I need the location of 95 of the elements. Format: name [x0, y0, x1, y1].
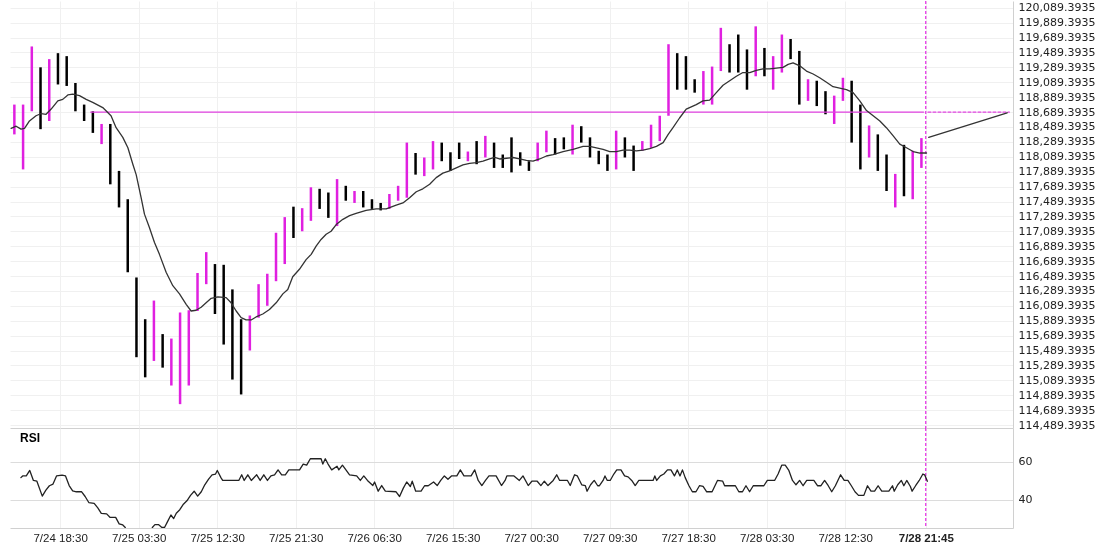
y-tick-label: 119,089.3935: [1018, 75, 1096, 89]
bar: [74, 82, 77, 112]
y-tick-label: 114,489.3935: [1018, 418, 1096, 432]
bar: [545, 130, 548, 153]
x-tick-label: 7/28 12:30: [818, 531, 873, 544]
y-tick-label: 119,289.3935: [1018, 60, 1096, 74]
x-tick-label: 7/24 18:30: [33, 531, 88, 544]
bar: [109, 123, 112, 185]
y-tick-label: 117,689.3935: [1018, 180, 1096, 194]
y-tick-label: 118,889.3935: [1018, 90, 1096, 104]
bar: [440, 142, 443, 162]
bar: [283, 217, 286, 265]
bar: [571, 124, 574, 155]
bar: [754, 26, 757, 77]
y-tick-label: 117,089.3935: [1018, 224, 1096, 238]
bar: [536, 142, 539, 162]
bar: [824, 91, 827, 115]
y-tick-label: 115,889.3935: [1018, 314, 1096, 328]
bar: [885, 154, 888, 192]
y-tick-label: 118,689.3935: [1018, 105, 1096, 119]
bar: [222, 264, 225, 345]
x-tick-label: 7/27 09:30: [582, 531, 638, 544]
bar: [484, 135, 487, 158]
y-tick-label: 115,489.3935: [1018, 344, 1096, 358]
x-tick-label: 7/25 03:30: [111, 531, 167, 544]
bar: [170, 338, 173, 386]
y-tick-label: 118,289.3935: [1018, 135, 1096, 149]
bar: [632, 145, 635, 171]
bar: [606, 154, 609, 171]
y-tick-label: 117,289.3935: [1018, 209, 1096, 223]
bar: [728, 44, 731, 73]
y-tick-label: 60: [1018, 455, 1033, 469]
bar: [39, 67, 42, 130]
bar: [353, 191, 356, 203]
y-tick-label: 116,889.3935: [1018, 239, 1096, 253]
y-tick-label: 120,089.3935: [1018, 1, 1096, 15]
bar: [161, 334, 164, 368]
bar: [475, 141, 478, 165]
bar: [126, 199, 129, 273]
x-tick-label: 7/25 21:30: [268, 531, 324, 544]
y-tick-label: 119,889.3935: [1018, 16, 1096, 30]
bar: [449, 152, 452, 171]
bar: [789, 39, 792, 60]
bar: [414, 153, 417, 175]
bar: [257, 284, 260, 318]
bar: [510, 137, 513, 173]
bar: [100, 123, 103, 145]
bar: [597, 150, 600, 165]
y-tick-label: 40: [1018, 493, 1033, 507]
y-tick-label: 114,689.3935: [1018, 403, 1096, 417]
y-tick-label: 118,489.3935: [1018, 120, 1096, 134]
y-tick-label: 116,489.3935: [1018, 269, 1096, 283]
bar: [850, 80, 853, 143]
x-tick-label: 7/25 12:30: [190, 531, 245, 544]
bar: [763, 47, 766, 77]
x-tick-label: 7/28 21:45: [898, 531, 955, 544]
bar: [266, 273, 269, 306]
bar: [667, 44, 670, 116]
bar: [327, 192, 330, 218]
x-tick-label: 7/28 03:30: [739, 531, 795, 544]
y-tick-label: 119,489.3935: [1018, 45, 1096, 59]
bar: [894, 173, 897, 208]
y-tick-label: 117,489.3935: [1018, 195, 1096, 208]
bar: [231, 289, 234, 380]
chart-title: RSI: [20, 431, 41, 445]
bar: [292, 206, 295, 238]
y-tick-label: 115,289.3935: [1018, 358, 1096, 372]
bar: [13, 104, 16, 135]
x-tick-label: 7/27 00:30: [504, 531, 559, 544]
bar: [693, 79, 696, 93]
y-tick-label: 118,089.3935: [1018, 150, 1096, 164]
bar: [388, 194, 391, 209]
bar: [196, 273, 199, 311]
y-tick-label: 115,089.3935: [1018, 373, 1096, 387]
y-tick-label: 119,689.3935: [1018, 31, 1096, 45]
y-tick-label: 114,889.3935: [1018, 388, 1096, 402]
bar: [135, 277, 138, 358]
bar: [580, 126, 583, 143]
bar: [920, 138, 923, 168]
y-tick-label: 116,289.3935: [1018, 284, 1096, 298]
bar: [859, 104, 862, 170]
bar: [911, 150, 914, 200]
x-tick-label: 7/27 18:30: [661, 531, 716, 544]
y-tick-label: 116,689.3935: [1018, 254, 1096, 268]
y-tick-label: 115,689.3935: [1018, 329, 1096, 343]
bar: [423, 157, 426, 177]
bar: [798, 50, 801, 105]
bar: [65, 56, 68, 86]
bar: [318, 188, 321, 209]
bar: [702, 71, 705, 105]
y-tick-label: 117,889.3935: [1018, 165, 1096, 179]
x-tick-label: 7/26 15:30: [425, 531, 481, 544]
y-tick-label: 116,089.3935: [1018, 299, 1096, 313]
x-tick-label: 7/26 06:30: [347, 531, 402, 544]
bar: [737, 34, 740, 73]
